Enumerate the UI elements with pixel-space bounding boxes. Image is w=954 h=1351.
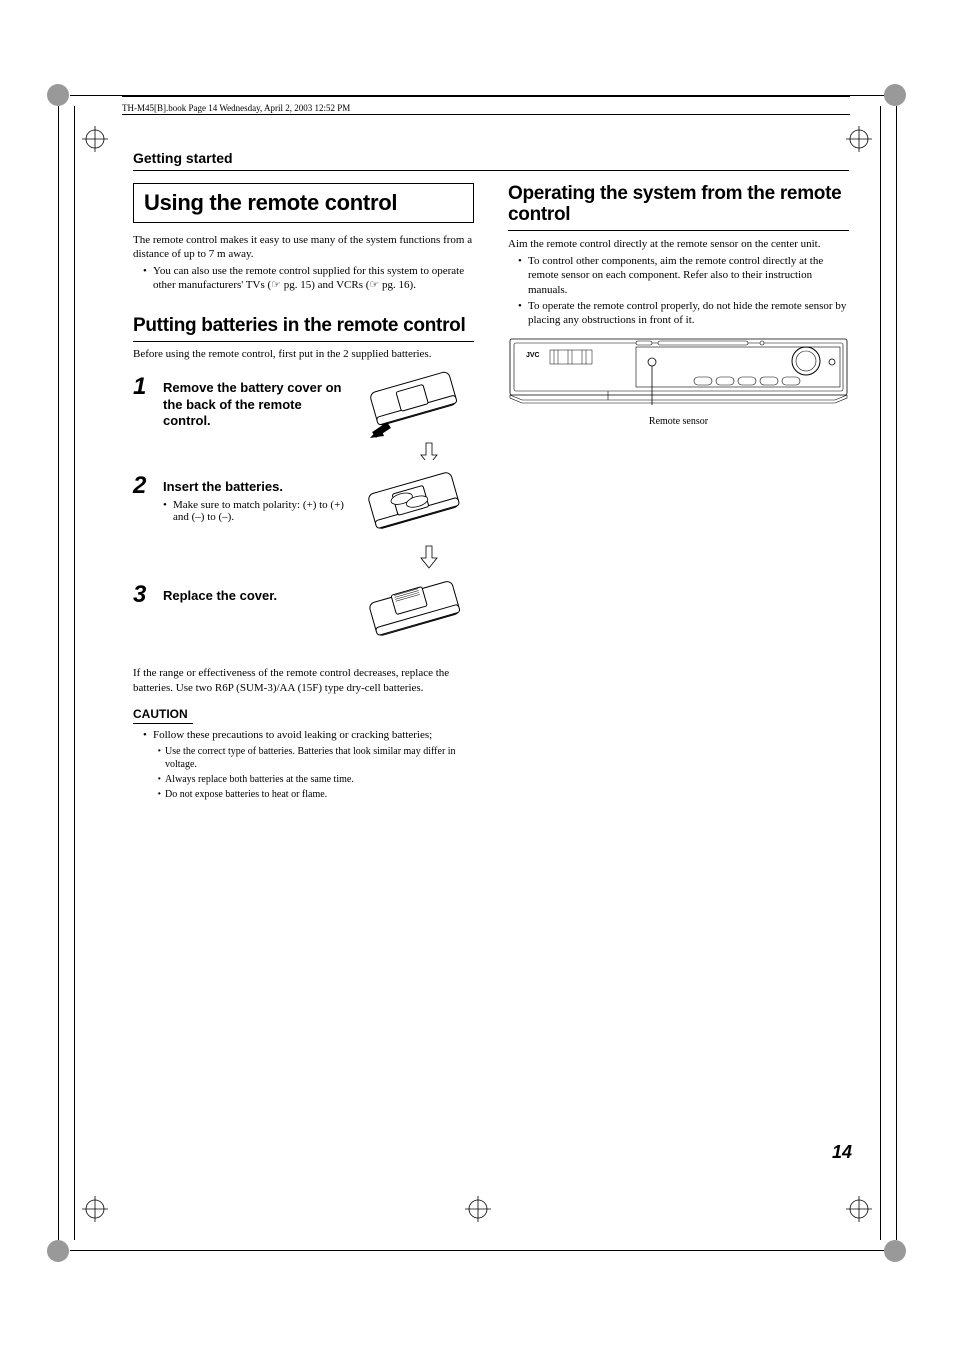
book-header-text: TH-M45[B].book Page 14 Wednesday, April … <box>122 103 350 113</box>
step-text: Replace the cover. <box>163 583 277 604</box>
caution-label: CAUTION <box>133 707 188 721</box>
step-text: Remove the battery cover on the back of … <box>163 375 344 429</box>
sensor-label: Remote sensor <box>508 416 849 427</box>
frame-line <box>880 106 881 1240</box>
step-num: 1 <box>133 375 155 399</box>
subsection-rule <box>133 341 474 342</box>
step-1-image <box>344 365 474 460</box>
frame-line <box>70 1250 884 1251</box>
caution-item: Use the correct type of batteries. Batte… <box>157 745 474 771</box>
caution-item: Do not expose batteries to heat or flame… <box>157 788 474 801</box>
header-rule <box>122 114 850 115</box>
section-header: Getting started <box>133 150 849 166</box>
reg-mark-bl <box>82 1196 108 1222</box>
page-content: Getting started Using the remote control… <box>133 150 849 803</box>
right-subsection-title: Operating the system from the remote con… <box>508 183 849 227</box>
step-1: 1 Remove the battery cover on the back o… <box>133 375 344 429</box>
post-steps-text: If the range or effectiveness of the rem… <box>133 666 474 695</box>
right-column: Operating the system from the remote con… <box>508 183 849 803</box>
crop-dot-bl <box>47 1240 69 1262</box>
step-sub: Make sure to match polarity: (+) to (+) … <box>163 499 344 523</box>
boxed-title: Using the remote control <box>133 183 474 223</box>
right-bullet: To control other components, aim the rem… <box>518 254 849 297</box>
step-num: 3 <box>133 583 155 607</box>
step-num: 2 <box>133 474 155 498</box>
caution-item: Always replace both batteries at the sam… <box>157 773 474 786</box>
crop-dot-tl <box>47 84 69 106</box>
reg-mark-tl <box>82 126 108 152</box>
step-text: Insert the batteries. <box>163 474 344 495</box>
reg-mark-bc <box>465 1196 491 1222</box>
step-2: 2 Insert the batteries. Make sure to mat… <box>133 474 344 522</box>
step-3-image <box>344 573 474 648</box>
step-3: 3 Replace the cover. <box>133 583 344 607</box>
brand-label: JVC <box>526 352 540 359</box>
step-2-image <box>344 464 474 569</box>
book-header: TH-M45[B].book Page 14 Wednesday, April … <box>122 90 850 113</box>
frame-line <box>896 106 897 1240</box>
reg-mark-br <box>846 1196 872 1222</box>
right-bullet: To operate the remote control properly, … <box>518 299 849 328</box>
frame-line <box>74 106 75 1240</box>
remote-sensor-image: JVC <box>508 337 849 427</box>
intro-text: The remote control makes it easy to use … <box>133 233 474 262</box>
left-column: Using the remote control The remote cont… <box>133 183 474 803</box>
subsection-title: Putting batteries in the remote control <box>133 315 474 337</box>
sub-intro: Before using the remote control, first p… <box>133 347 474 361</box>
section-header-rule <box>133 170 849 171</box>
subsection-rule <box>508 230 849 231</box>
caution-underline <box>133 723 193 724</box>
crop-dot-br <box>884 1240 906 1262</box>
reg-mark-tr <box>846 126 872 152</box>
page-number: 14 <box>832 1142 852 1163</box>
caution-intro: Follow these precautions to avoid leakin… <box>143 728 474 742</box>
right-intro: Aim the remote control directly at the r… <box>508 237 849 251</box>
frame-line <box>58 106 59 1240</box>
crop-dot-tr <box>884 84 906 106</box>
intro-bullet: You can also use the remote control supp… <box>143 264 474 293</box>
